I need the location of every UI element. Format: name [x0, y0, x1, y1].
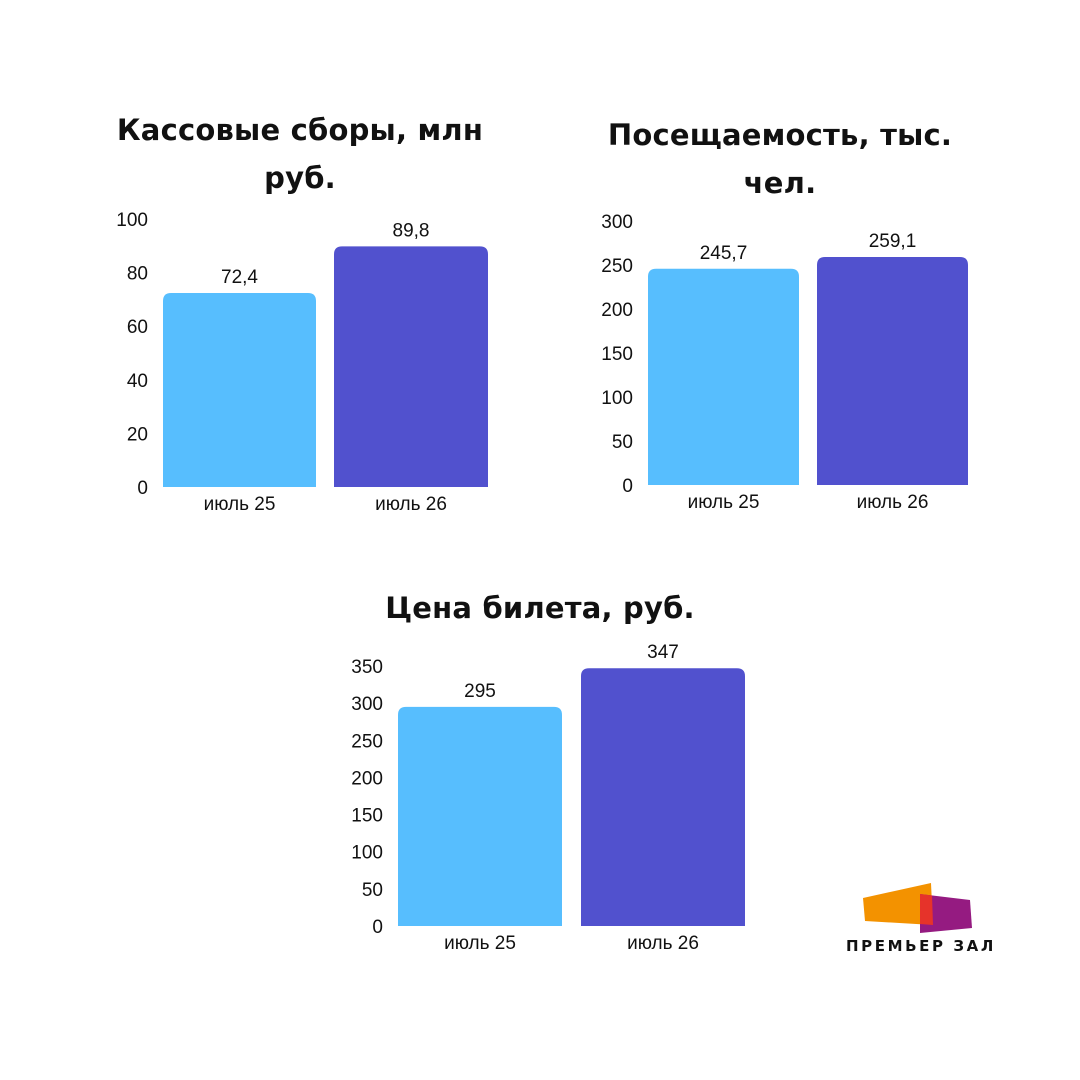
logo-red-overlap [920, 894, 933, 925]
y-tick-label: 100 [351, 843, 383, 864]
y-tick-label: 0 [137, 478, 148, 499]
x-tick-label: июль 26 [375, 494, 447, 515]
bar [817, 256, 968, 485]
y-tick-label: 100 [116, 210, 148, 231]
y-tick-label: 200 [601, 300, 633, 321]
title-line: руб. [264, 161, 336, 195]
y-tick-label: 200 [351, 768, 383, 789]
y-tick-label: 40 [127, 371, 148, 392]
box-office-chart: 0 20 40 60 80 100 72,4 июль 25 89,8 июль 26 [116, 210, 488, 515]
y-tick-label: 150 [601, 344, 633, 365]
title-line: Цена билета, руб. [385, 591, 695, 625]
x-tick-label: июль 25 [444, 933, 516, 954]
y-tick-label: 50 [612, 432, 633, 453]
logo-purple-shape [920, 894, 972, 933]
y-tick-label: 0 [372, 917, 383, 938]
bar [581, 668, 745, 926]
y-tick-label: 300 [601, 212, 633, 233]
x-tick-label: июль 25 [688, 492, 760, 513]
bar [334, 246, 488, 487]
x-tick-label: июль 25 [204, 494, 276, 515]
y-tick-label: 60 [127, 317, 148, 338]
bar [648, 268, 799, 485]
y-tick-label: 250 [351, 731, 383, 752]
y-tick-label: 20 [127, 424, 148, 445]
data-label: 347 [647, 642, 679, 663]
bar [398, 706, 562, 926]
data-label: 72,4 [221, 267, 258, 288]
y-tick-label: 300 [351, 694, 383, 715]
bar [163, 292, 316, 487]
data-label: 259,1 [869, 231, 917, 252]
y-tick-label: 350 [351, 657, 383, 678]
chart-title-box-office: Кассовые сборы, млн руб. [110, 106, 490, 202]
attendance-chart: 0 50 100 150 200 250 300 245,7 июль 25 259,1 июль … [601, 212, 968, 513]
title-line: Кассовые сборы, млн [116, 113, 484, 147]
data-label: 89,8 [393, 220, 430, 241]
y-tick-label: 250 [601, 256, 633, 277]
logo-mark-icon [863, 883, 972, 933]
title-line: Посещаемость, тыс. [607, 118, 953, 152]
logo-orange-shape [863, 883, 933, 925]
y-tick-label: 0 [622, 476, 633, 497]
premier-zal-logo: ПРЕМЬЕР ЗАЛ [846, 876, 996, 966]
data-label: 245,7 [700, 243, 748, 264]
title-line: чел. [743, 166, 817, 200]
chart-title-ticket-price: Цена билета, руб. [330, 584, 750, 632]
x-tick-label: июль 26 [857, 492, 929, 513]
y-tick-label: 80 [127, 264, 148, 285]
x-tick-label: июль 26 [627, 933, 699, 954]
y-tick-label: 100 [601, 388, 633, 409]
y-tick-label: 150 [351, 806, 383, 827]
logo-text: ПРЕМЬЕР ЗАЛ [846, 937, 996, 955]
y-tick-label: 50 [362, 880, 383, 901]
data-label: 295 [464, 681, 496, 702]
chart-title-attendance: Посещаемость, тыс. чел. [590, 111, 970, 207]
